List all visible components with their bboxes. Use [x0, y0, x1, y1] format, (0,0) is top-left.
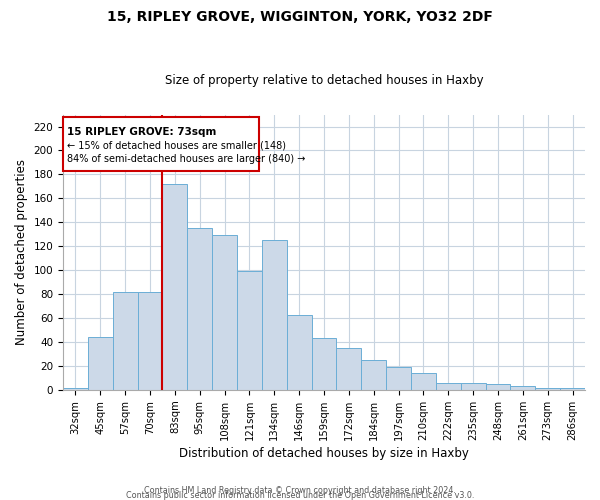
Bar — [560, 388, 585, 390]
Text: Contains HM Land Registry data © Crown copyright and database right 2024.: Contains HM Land Registry data © Crown c… — [144, 486, 456, 495]
Title: Size of property relative to detached houses in Haxby: Size of property relative to detached ho… — [165, 74, 484, 87]
Text: ← 15% of detached houses are smaller (148): ← 15% of detached houses are smaller (14… — [67, 141, 286, 151]
Bar — [237, 272, 262, 390]
Bar — [137, 292, 163, 390]
Text: 15 RIPLEY GROVE: 73sqm: 15 RIPLEY GROVE: 73sqm — [67, 126, 216, 136]
Bar — [113, 292, 137, 390]
Bar — [511, 386, 535, 390]
Bar — [63, 388, 88, 390]
X-axis label: Distribution of detached houses by size in Haxby: Distribution of detached houses by size … — [179, 447, 469, 460]
Text: 15, RIPLEY GROVE, WIGGINTON, YORK, YO32 2DF: 15, RIPLEY GROVE, WIGGINTON, YORK, YO32 … — [107, 10, 493, 24]
Bar — [361, 360, 386, 390]
Y-axis label: Number of detached properties: Number of detached properties — [15, 160, 28, 346]
FancyBboxPatch shape — [63, 117, 259, 171]
Bar — [163, 184, 187, 390]
Bar — [337, 348, 361, 390]
Bar — [461, 383, 485, 390]
Bar — [212, 236, 237, 390]
Bar — [311, 338, 337, 390]
Bar — [287, 314, 311, 390]
Text: Contains public sector information licensed under the Open Government Licence v3: Contains public sector information licen… — [126, 491, 474, 500]
Bar — [187, 228, 212, 390]
Bar — [535, 388, 560, 390]
Bar — [386, 367, 411, 390]
Bar — [436, 383, 461, 390]
Text: 84% of semi-detached houses are larger (840) →: 84% of semi-detached houses are larger (… — [67, 154, 305, 164]
Bar — [485, 384, 511, 390]
Bar — [411, 373, 436, 390]
Bar — [88, 338, 113, 390]
Bar — [262, 240, 287, 390]
